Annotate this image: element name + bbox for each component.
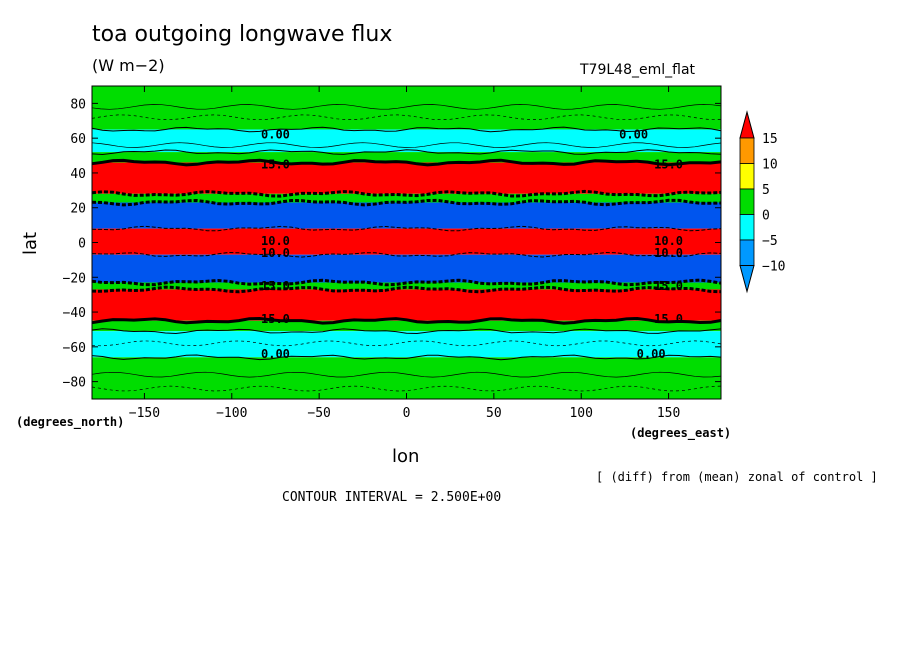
- x-tick-label-5: 100: [569, 406, 592, 421]
- x-tick-label-6: 150: [657, 406, 680, 421]
- band-6: [92, 228, 721, 255]
- contour-interval-label: CONTOUR INTERVAL = 2.500E+00: [282, 490, 502, 505]
- contour-label-12: 15.0: [261, 312, 290, 326]
- band-9: [92, 289, 721, 321]
- x-tick-label-4: 50: [486, 406, 502, 421]
- band-11: [92, 331, 721, 358]
- y-tick-label-7: −60: [63, 341, 86, 356]
- colorbar-bottom-arrow: [739, 265, 755, 294]
- x-tick-label-2: −50: [307, 406, 330, 421]
- colorbar-segment-0: [739, 137, 755, 164]
- y-tick-label-5: −20: [63, 271, 86, 286]
- band-4: [92, 193, 721, 203]
- y-tick-label-2: 40: [70, 167, 86, 182]
- contour-line-9: [91, 316, 722, 325]
- contour-line-11: [91, 354, 722, 361]
- contour-label-6: 15.0: [261, 279, 290, 293]
- x-tick-label-0: −150: [129, 406, 160, 421]
- chart-title: toa outgoing longwave flux: [92, 22, 393, 47]
- contour-line-5: [91, 225, 722, 232]
- x-axis-label: lon: [392, 446, 420, 467]
- colorbar-top-arrow: [739, 110, 755, 139]
- contour-line-1: [91, 149, 722, 156]
- y-tick-label-1: 60: [70, 132, 86, 147]
- y-axis-label: lat: [20, 231, 41, 255]
- contour-line-2: [91, 158, 722, 167]
- colorbar-segment-1: [739, 163, 755, 190]
- contour-thin-0: [91, 104, 722, 110]
- chart-units: (W m−2): [92, 56, 165, 75]
- contour-label-5: 15.0: [654, 157, 683, 171]
- x-tick-label-1: −100: [216, 406, 247, 421]
- contour-label-10: 10.0: [261, 246, 290, 260]
- x-tick-label-3: 0: [403, 406, 411, 421]
- contour-thin-4: [91, 371, 722, 378]
- band-7: [92, 254, 721, 283]
- annotation-note: [ (diff) from (mean) zonal of control ]: [596, 470, 878, 484]
- y-tick-label-8: −80: [63, 376, 86, 391]
- contour-line-3: [91, 189, 722, 198]
- colorbar-label-2: 5: [762, 183, 770, 198]
- experiment-label: T79L48_eml_flat: [580, 62, 696, 78]
- colorbar-segment-3: [739, 214, 755, 241]
- contour-label-0: 0.00: [261, 128, 290, 142]
- colorbar-label-0: 15: [762, 132, 778, 147]
- y-tick-label-3: 20: [70, 202, 86, 217]
- contour-thin-2: [91, 142, 722, 148]
- colorbar-label-3: 0: [762, 209, 770, 224]
- colorbar-label-4: −5: [762, 234, 778, 249]
- y-axis-unit-label: (degrees_north): [16, 415, 125, 429]
- y-tick-label-6: −40: [63, 306, 86, 321]
- contour-line-8: [91, 285, 722, 294]
- colorbar-segment-4: [739, 239, 755, 266]
- contour-line-4: [91, 198, 722, 207]
- contour-label-9: 10.0: [654, 234, 683, 248]
- contour-label-13: 15.0: [654, 312, 683, 326]
- band-0: [92, 86, 721, 130]
- band-12: [92, 357, 721, 399]
- contour-line-6: [91, 251, 722, 258]
- contour-label-3: 0.00: [637, 347, 666, 361]
- band-10: [92, 320, 721, 332]
- contour-line-0: [91, 126, 722, 133]
- contour-label-4: 15.0: [261, 157, 290, 171]
- band-3: [92, 162, 721, 194]
- contour-line-10: [91, 328, 722, 335]
- contour-label-2: 0.00: [261, 347, 290, 361]
- contour-label-1: 0.00: [619, 128, 648, 142]
- colorbar-label-1: 10: [762, 158, 778, 173]
- band-5: [92, 202, 721, 229]
- contour-label-8: 10.0: [261, 234, 290, 248]
- contour-label-11: 10.0: [654, 246, 683, 260]
- y-tick-label-4: 0: [78, 237, 86, 252]
- contour-line-7: [91, 278, 722, 287]
- colorbar-segment-2: [739, 188, 755, 215]
- x-axis-unit-label: (degrees_east): [630, 426, 732, 440]
- colorbar-label-5: −10: [762, 260, 785, 275]
- y-tick-label-0: 80: [70, 97, 86, 112]
- contour-label-7: 15.0: [654, 279, 683, 293]
- band-2: [92, 152, 721, 163]
- band-1: [92, 129, 721, 153]
